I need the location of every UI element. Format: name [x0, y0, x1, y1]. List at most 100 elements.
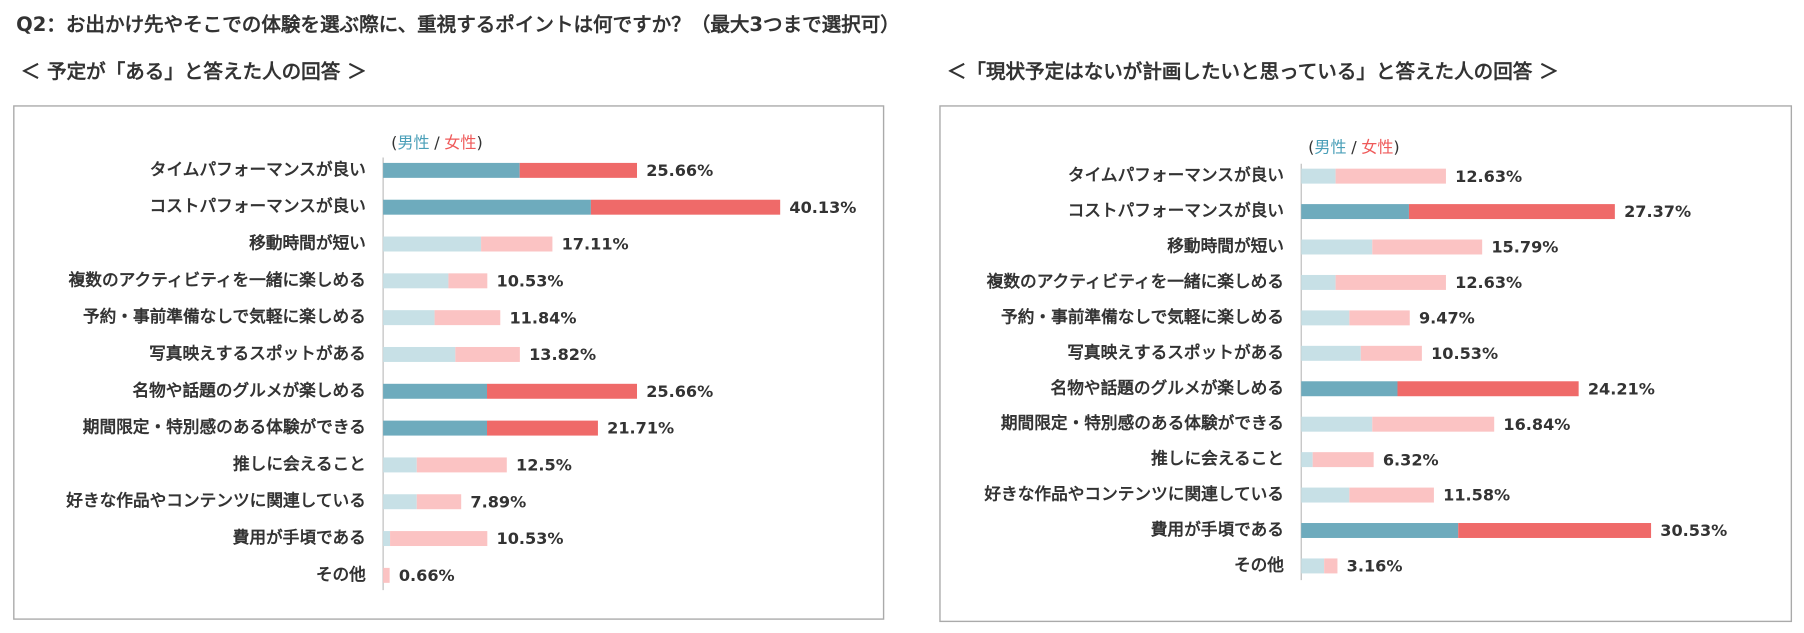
bar-segment [448, 273, 488, 289]
bar-segment [383, 273, 449, 289]
bar-segment [1397, 381, 1579, 397]
value-label: 11.58% [1443, 486, 1510, 505]
chart-subtitle: ＜ 予定が「ある」と答えた人の回答 ＞ [21, 60, 367, 83]
category-label: 写真映えするスポットがある [149, 343, 366, 363]
bar-segment [1301, 452, 1313, 468]
bar-segment [487, 383, 638, 399]
legend-paren: ) [476, 132, 482, 151]
bar-segment [383, 531, 391, 547]
category-label: 写真映えするスポットがある [1067, 342, 1284, 362]
value-label: 25.66% [646, 382, 713, 401]
bar-segment [1458, 523, 1652, 538]
bar-segment [1301, 274, 1336, 290]
bar-segment [383, 236, 482, 252]
panel [939, 105, 1793, 623]
value-label: 6.32% [1383, 450, 1439, 469]
legend-entry: 男性 [397, 132, 429, 151]
legend-paren: ) [1393, 137, 1399, 156]
category-label: 好きな作品やコンテンツに関連している [983, 484, 1284, 504]
bar-segment [1301, 487, 1350, 503]
category-label: タイムパフォーマンスが良い [1068, 165, 1284, 185]
bar-segment [1301, 168, 1336, 184]
category-label: タイムパフォーマンスが良い [150, 159, 366, 179]
category-label: 好きな作品やコンテンツに関連している [65, 490, 366, 510]
bar-segment [383, 457, 417, 473]
bar-segment [1301, 381, 1398, 397]
value-label: 30.53% [1660, 521, 1727, 540]
category-label: 複数のアクティビティを一緒に楽しめる [986, 271, 1284, 291]
value-label: 3.16% [1347, 557, 1403, 576]
bar-segment [1301, 310, 1350, 326]
panel [13, 105, 885, 620]
category-label: 移動時間が短い [1167, 236, 1284, 256]
value-label: 24.21% [1588, 379, 1655, 398]
bar-segment [481, 236, 553, 252]
bar-segment [416, 494, 462, 510]
category-label: 名物や話題のグルメが楽しめる [132, 380, 365, 400]
bar-segment [383, 494, 417, 510]
bar-segment [383, 420, 488, 436]
bar-segment [390, 531, 488, 547]
legend-entry: 女性 [1361, 137, 1393, 156]
value-label: 12.5% [516, 456, 572, 475]
bar-segment [1301, 416, 1373, 432]
value-label: 12.63% [1455, 167, 1522, 186]
category-label: 費用が手頃である [1151, 519, 1284, 539]
value-label: 10.53% [497, 529, 564, 548]
category-label: コストパフォーマンスが良い [1068, 200, 1284, 220]
bar-segment [1335, 168, 1446, 184]
bar-segment [1301, 523, 1459, 538]
value-label: 25.66% [646, 161, 713, 180]
category-label: 移動時間が短い [249, 233, 366, 253]
legend-entry: 男性 [1314, 137, 1346, 156]
value-label: 12.63% [1455, 273, 1522, 292]
bar-segment [1408, 204, 1615, 220]
category-label: 期間限定・特別感のある体験ができる [1001, 413, 1284, 433]
category-label: コストパフォーマンスが良い [149, 196, 365, 216]
category-label: 複数のアクティビティを一緒に楽しめる [68, 269, 366, 289]
value-label: 11.84% [509, 308, 576, 327]
category-label: 名物や話題のグルメが楽しめる [1051, 377, 1284, 397]
bar-segment [383, 199, 591, 215]
value-label: 10.53% [497, 271, 564, 290]
bar-segment [1301, 239, 1373, 255]
value-label: 13.82% [529, 345, 596, 364]
bar-segment [434, 310, 501, 326]
bar-segment [590, 199, 781, 215]
bar-segment [1301, 558, 1325, 574]
bar-segment [383, 383, 488, 399]
page-title: Q2：お出かけ先やそこでの体験を選ぶ際に、重視するポイントは何ですか？（最大3つ… [16, 13, 900, 36]
legend: (男性 / 女性) [1308, 137, 1400, 156]
value-label: 0.66% [399, 566, 455, 585]
bar-segment [1349, 487, 1434, 503]
bar-segment [1335, 274, 1446, 290]
bar-segment [519, 162, 638, 178]
bar-segment [383, 346, 456, 362]
value-label: 17.11% [562, 235, 629, 254]
legend-slash: / [434, 132, 440, 151]
value-label: 21.71% [607, 419, 674, 438]
legend: (男性 / 女性) [391, 132, 483, 151]
bar-segment [1312, 452, 1374, 468]
value-label: 7.89% [470, 492, 526, 511]
chart-subtitle: ＜「現状予定はないが計画したいと思っている」と答えた人の回答 ＞ [947, 60, 1559, 83]
category-label: 費用が手頃である [233, 527, 366, 547]
bar-segment [1324, 558, 1338, 574]
legend-entry: 女性 [444, 132, 476, 151]
legend-paren: ( [391, 132, 397, 151]
category-label: 推しに会えること [1151, 448, 1284, 468]
bar-segment [487, 420, 598, 436]
category-label: 期間限定・特別感のある体験ができる [83, 417, 366, 437]
category-label: 推しに会えること [233, 453, 366, 473]
value-label: 16.84% [1503, 415, 1570, 434]
bar-segment [455, 346, 520, 362]
value-label: 9.47% [1419, 309, 1475, 328]
value-label: 10.53% [1431, 344, 1498, 363]
bar-segment [1360, 345, 1422, 361]
category-label: その他 [316, 564, 366, 584]
bar-segment [416, 457, 507, 473]
category-label: 予約・事前準備なしで気軽に楽しめる [83, 306, 366, 326]
legend-paren: ( [1308, 137, 1314, 156]
bar-segment [1372, 416, 1495, 432]
